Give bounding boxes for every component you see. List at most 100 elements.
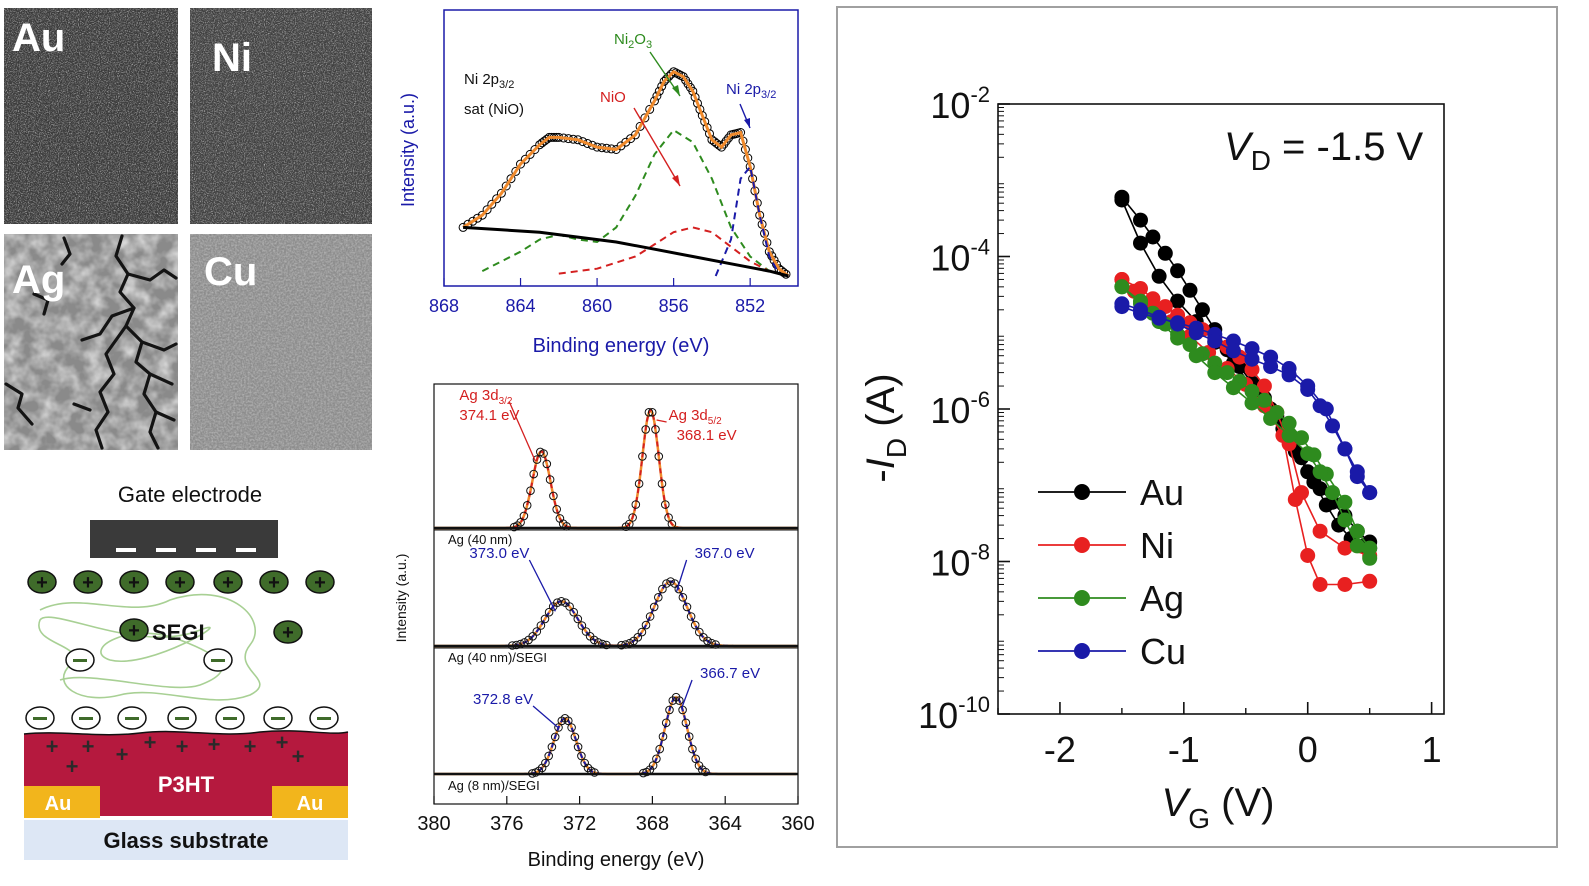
sem-label: Ag: [12, 258, 66, 302]
ag-peak-arrow: [528, 559, 556, 612]
ag-peak-arrow: [532, 705, 560, 729]
ag-data-point: [701, 767, 710, 777]
ag-data-point: [567, 723, 576, 732]
transfer-chart-frame: [836, 6, 1558, 848]
substrate-label: Glass substrate: [103, 828, 268, 853]
ag-data-point: [569, 607, 578, 617]
data-point: [1312, 481, 1328, 497]
ag-data-point: [678, 593, 688, 602]
ag-data-point: [549, 491, 558, 501]
ag-data-point: [536, 621, 546, 630]
ni-data-point: [506, 174, 516, 184]
ni-data-point: [767, 251, 777, 261]
data-point: [1294, 430, 1309, 446]
svg-text:+: +: [176, 734, 189, 759]
cation-icon: +: [73, 570, 103, 594]
ag-panel: Ag (40 nm)/SEGI 373.0 eV 367.0 eV: [434, 545, 798, 665]
svg-text:+: +: [222, 572, 234, 594]
ag-peak-energy: 366.7 eV: [700, 665, 760, 682]
ag-data-point: [657, 479, 667, 488]
data-point: [1244, 341, 1260, 357]
annotation-ni2o3: Ni2O3: [614, 31, 652, 51]
ag-data-point: [577, 621, 587, 630]
ag-data-point: [644, 408, 654, 417]
ag-data-point: [686, 612, 696, 621]
ag-data-point: [522, 501, 532, 510]
data-point: [1312, 398, 1328, 414]
y-tick-label: 10-6: [930, 387, 990, 431]
y-tick-label: 10-4: [930, 235, 990, 279]
ni-data-point: [654, 86, 664, 96]
svg-text:+: +: [244, 734, 257, 759]
ag-data-point: [688, 744, 697, 754]
cation-icon: +: [273, 620, 303, 644]
data-point: [1362, 573, 1378, 589]
ni-data-point: [487, 199, 497, 209]
ni-data-point: [511, 166, 521, 176]
y-tick-label: 10-8: [930, 540, 990, 584]
ag-data-point: [573, 742, 583, 752]
legend-label: Au: [1140, 472, 1184, 513]
anion-icon: [309, 706, 339, 730]
ag-data-point: [682, 602, 692, 612]
data-point: [1263, 411, 1279, 426]
x-tick-label: 372: [563, 813, 596, 835]
series-cu: [1114, 296, 1378, 501]
series-line: [1121, 303, 1371, 494]
ni-xps-chart: 868 864 860 856 852 Binding energy (eV) Inte…: [398, 9, 799, 357]
ni-data-point: [530, 145, 540, 154]
annotation-ni2p-metal: Ni 2p3/2: [726, 81, 776, 101]
data-point: [1145, 229, 1161, 245]
anion-icon: [167, 706, 197, 730]
ag-peak-arrow: [681, 679, 693, 708]
ag-data-point: [647, 408, 657, 417]
sem-texture: [4, 8, 178, 224]
svg-text:+: +: [208, 732, 221, 757]
ag-data-point: [649, 602, 659, 612]
ag-data-point: [553, 598, 562, 607]
cation-row: + + + + + + +: [27, 570, 335, 594]
data-point: [1114, 296, 1130, 312]
device-schematic: Gate electrode + + + + + + + + SEGI + + +…: [23, 482, 349, 860]
data-point: [1244, 395, 1260, 411]
sem-image-ag: Ag: [4, 234, 178, 450]
plot-series: [1114, 189, 1378, 592]
ag-data-point: [544, 607, 554, 617]
ag-peak-energy: 367.0 eV: [695, 545, 755, 562]
svg-text:+: +: [116, 742, 129, 767]
svg-text:+: +: [144, 730, 157, 755]
data-point: [1325, 418, 1340, 434]
ag-data-point: [554, 723, 563, 732]
ni-background-line: [463, 225, 789, 278]
x-tick-label: -1: [1168, 729, 1200, 770]
data-point: [1244, 351, 1260, 367]
ag-data-point: [637, 627, 647, 637]
data-point: [1133, 302, 1148, 318]
ag-data-point: [695, 627, 704, 637]
data-point: [1244, 383, 1260, 399]
cation-icon: +: [165, 570, 195, 594]
x-tick-label: 360: [781, 813, 814, 835]
plot-frame: [433, 383, 799, 805]
data-point: [1170, 316, 1186, 332]
ag-data-point: [645, 612, 655, 621]
data-point: [1300, 548, 1316, 563]
ag-data-point: [661, 500, 670, 509]
svg-text:+: +: [82, 734, 95, 759]
data-point: [1219, 365, 1235, 381]
data-point: [1188, 348, 1204, 364]
ag-data-point: [565, 602, 574, 611]
sem-label: Ni: [212, 36, 252, 80]
data-point: [1157, 245, 1173, 261]
data-point: [1256, 392, 1272, 408]
data-point: [1287, 492, 1303, 507]
y-tick-label: 10-2: [930, 82, 990, 126]
ni-component-line: [481, 128, 770, 272]
ag-data-point: [532, 455, 542, 464]
data-point: [1300, 382, 1316, 397]
legend-item: Cu: [1038, 631, 1186, 672]
ni-data-point: [492, 194, 502, 204]
ag-peak-energy: 368.1 eV: [677, 427, 737, 444]
ag-data-point: [544, 751, 553, 761]
